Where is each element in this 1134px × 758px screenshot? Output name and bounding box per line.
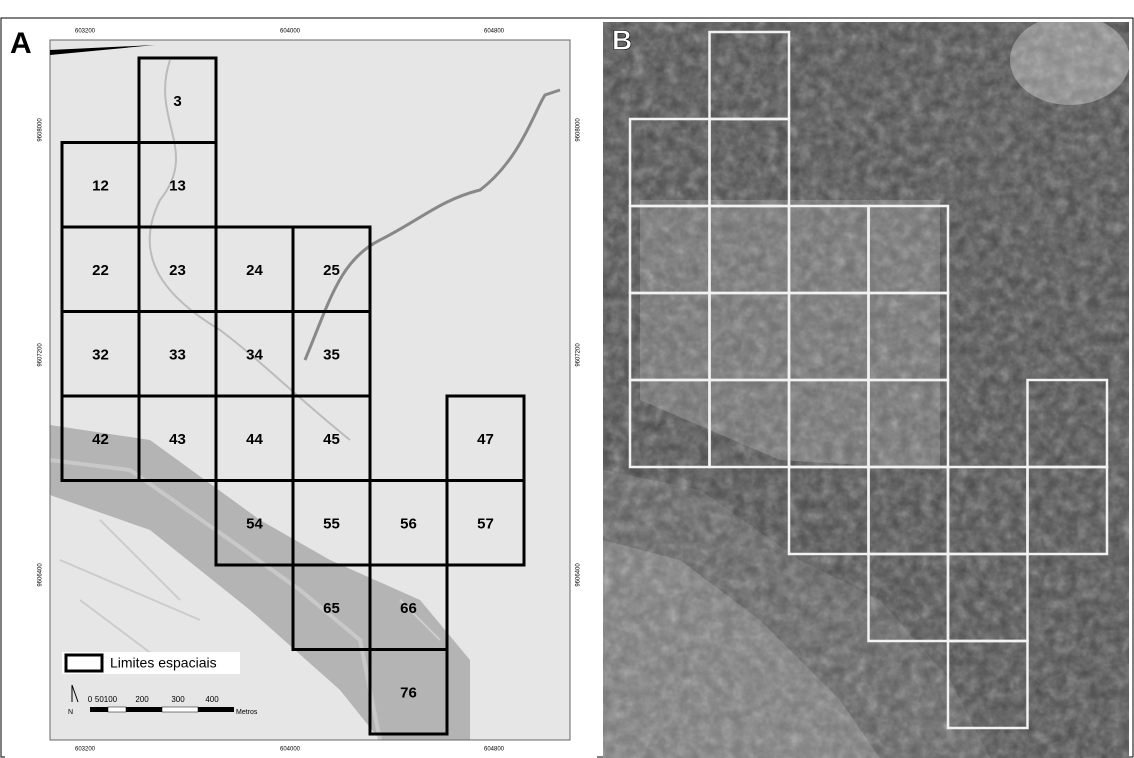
scale-label: 400 <box>205 695 219 704</box>
x-coord: 603200 <box>75 747 96 753</box>
texture <box>603 22 1129 758</box>
north-label: N <box>68 709 73 716</box>
cell-label: 43 <box>169 431 186 448</box>
x-coord: 604800 <box>484 29 505 35</box>
scale-label: 300 <box>171 695 185 704</box>
cell-label: 57 <box>477 515 494 532</box>
scale-label: 200 <box>135 695 149 704</box>
cell-label: 34 <box>246 346 263 363</box>
panel-label: A <box>10 27 32 60</box>
cell-label: 56 <box>400 515 417 532</box>
map-figure: 3 12 13 22 23 24 25 32 33 34 35 42 43 44 45 47 54 55 56 57 6… <box>0 0 1134 758</box>
cell-label: 13 <box>169 177 186 194</box>
cell-label: 76 <box>400 684 417 701</box>
scale-label: 0 <box>88 695 93 704</box>
figure: 3 12 13 22 23 24 25 32 33 34 35 42 43 44 45 47 54 55 56 57 6… <box>0 0 1134 758</box>
y-coord: 9607200 <box>576 343 582 367</box>
scale-unit: Metros <box>236 709 258 716</box>
cell-label: 23 <box>169 262 186 279</box>
cell-label: 33 <box>169 346 186 363</box>
cell-label: 55 <box>323 515 340 532</box>
y-coord: 9608000 <box>576 118 582 142</box>
panel-b <box>603 15 1130 758</box>
x-coord: 604000 <box>280 747 301 753</box>
cell-label: 25 <box>323 262 340 279</box>
cell-label: 65 <box>323 600 340 617</box>
cell-label: 42 <box>92 431 109 448</box>
panel-label: B <box>612 24 632 55</box>
cell-label: 35 <box>323 346 340 363</box>
panel-a <box>5 22 597 758</box>
cell-label: 66 <box>400 600 417 617</box>
scale-bar <box>90 707 234 712</box>
cell-label: 45 <box>323 431 340 448</box>
cell-label: 47 <box>477 431 494 448</box>
cell-label: 24 <box>246 262 263 279</box>
cell-label: 22 <box>92 262 109 279</box>
y-coord: 9606400 <box>576 563 582 587</box>
x-coord: 604800 <box>484 747 505 753</box>
cell-label: 54 <box>246 515 263 532</box>
y-coord: 9606400 <box>38 563 44 587</box>
scale-label: 50100 <box>95 695 118 704</box>
x-coord: 603200 <box>75 29 96 35</box>
x-coord: 604000 <box>280 29 301 35</box>
legend-text: Limites espaciais <box>110 655 217 671</box>
cell-label: 44 <box>246 431 263 448</box>
cell-label: 32 <box>92 346 109 363</box>
legend-swatch <box>66 655 102 671</box>
cell-label: 3 <box>173 93 181 110</box>
y-coord: 9607200 <box>38 343 44 367</box>
cell-label: 12 <box>92 177 109 194</box>
y-coord: 9608000 <box>38 118 44 142</box>
